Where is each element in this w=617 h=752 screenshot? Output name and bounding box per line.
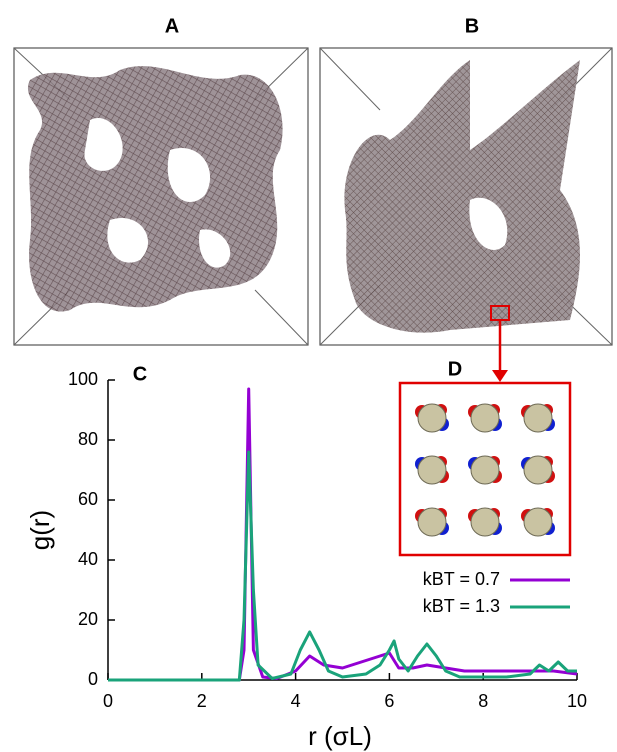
x-tick-label: 0	[103, 691, 113, 711]
panel-label: A	[165, 15, 179, 37]
atom	[470, 455, 500, 485]
y-tick-label: 100	[68, 369, 98, 389]
atom	[470, 507, 500, 537]
atom	[417, 403, 447, 433]
atom	[417, 507, 447, 537]
x-tick-label: 6	[384, 691, 394, 711]
data-line	[108, 387, 578, 682]
x-axis-label: r (σL)	[308, 721, 372, 751]
y-tick-label: 80	[78, 429, 98, 449]
panel-a-image	[13, 47, 309, 346]
x-tick-label: 10	[567, 691, 587, 711]
y-axis-label: g(r)	[25, 510, 55, 550]
panel-label: D	[448, 358, 462, 380]
y-tick-label: 0	[88, 669, 98, 689]
legend-label: kBT = 1.3	[423, 596, 500, 616]
panel-label: C	[133, 363, 147, 385]
x-tick-label: 8	[478, 691, 488, 711]
atom	[417, 455, 447, 485]
atom	[523, 455, 553, 485]
legend-label: kBT = 0.7	[423, 569, 500, 589]
atom	[523, 507, 553, 537]
x-tick-label: 2	[197, 691, 207, 711]
y-tick-label: 40	[78, 549, 98, 569]
panel-d-inset	[398, 381, 572, 557]
panel-label: B	[465, 15, 479, 37]
y-tick-label: 60	[78, 489, 98, 509]
panel-b-image	[319, 47, 613, 382]
x-tick-label: 4	[291, 691, 301, 711]
y-tick-label: 20	[78, 609, 98, 629]
atom	[523, 403, 553, 433]
atom	[470, 403, 500, 433]
data-line	[108, 450, 577, 682]
